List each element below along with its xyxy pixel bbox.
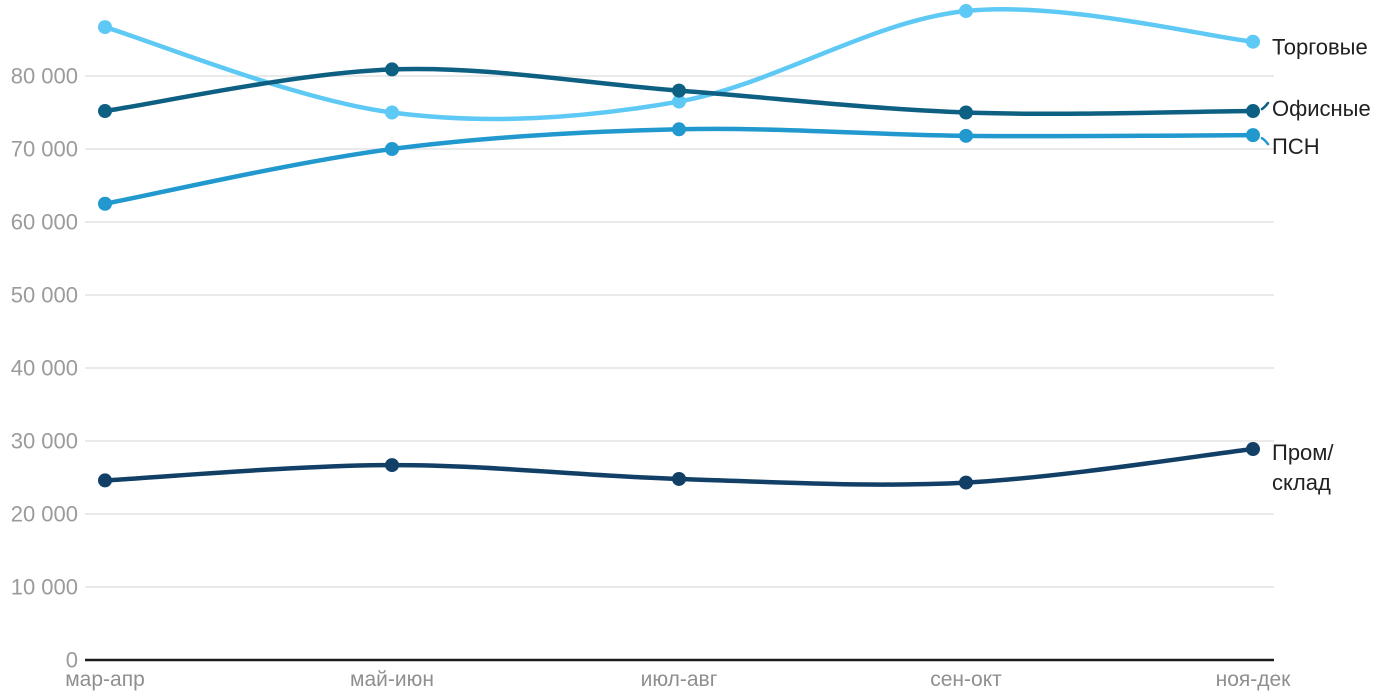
- data-point-ofisnye[interactable]: [98, 104, 112, 119]
- data-point-psn[interactable]: [959, 128, 973, 143]
- data-point-torgovye[interactable]: [1246, 34, 1260, 49]
- y-tick-label: 50 000: [11, 283, 78, 308]
- y-tick-label: 40 000: [11, 356, 78, 381]
- series-label-ofisnye: Офисные: [1272, 96, 1371, 121]
- series-line-psn[interactable]: [102, 126, 1256, 206]
- data-point-prom-sklad[interactable]: [959, 475, 973, 490]
- y-tick-label: 10 000: [11, 575, 78, 600]
- series-label-torgovye: Торговые: [1272, 34, 1368, 59]
- data-point-torgovye[interactable]: [385, 105, 399, 120]
- x-tick-label: сен-окт: [930, 668, 1002, 691]
- y-tick-label: 0: [66, 648, 78, 673]
- label-leader-psn: [1260, 136, 1270, 146]
- data-point-prom-sklad[interactable]: [385, 458, 399, 473]
- data-point-prom-sklad[interactable]: [98, 473, 112, 488]
- data-point-torgovye[interactable]: [98, 20, 112, 35]
- label-leader-ofisnye: [1260, 101, 1270, 111]
- data-point-ofisnye[interactable]: [1246, 104, 1260, 119]
- data-point-ofisnye[interactable]: [959, 105, 973, 120]
- x-tick-label: май-июн: [350, 668, 434, 691]
- y-tick-label: 80 000: [11, 64, 78, 89]
- data-point-torgovye[interactable]: [672, 94, 686, 109]
- data-point-ofisnye[interactable]: [385, 62, 399, 77]
- data-point-torgovye[interactable]: [959, 4, 973, 19]
- data-point-prom-sklad[interactable]: [1246, 442, 1260, 457]
- data-point-psn[interactable]: [672, 122, 686, 137]
- data-point-prom-sklad[interactable]: [672, 471, 686, 486]
- data-point-psn[interactable]: [1246, 128, 1260, 143]
- x-tick-label: ноя-дек: [1216, 668, 1292, 691]
- series-label-prom-sklad: Пром/склад: [1272, 440, 1334, 495]
- y-tick-label: 30 000: [11, 429, 78, 454]
- y-tick-label: 20 000: [11, 502, 78, 527]
- y-tick-label: 60 000: [11, 210, 78, 235]
- x-tick-label: мар-апр: [65, 668, 145, 691]
- x-tick-label: июл-авг: [641, 668, 718, 691]
- data-point-psn[interactable]: [98, 196, 112, 211]
- y-tick-label: 70 000: [11, 137, 78, 162]
- data-point-ofisnye[interactable]: [672, 83, 686, 98]
- series-label-psn: ПСН: [1272, 134, 1320, 159]
- data-point-psn[interactable]: [385, 142, 399, 156]
